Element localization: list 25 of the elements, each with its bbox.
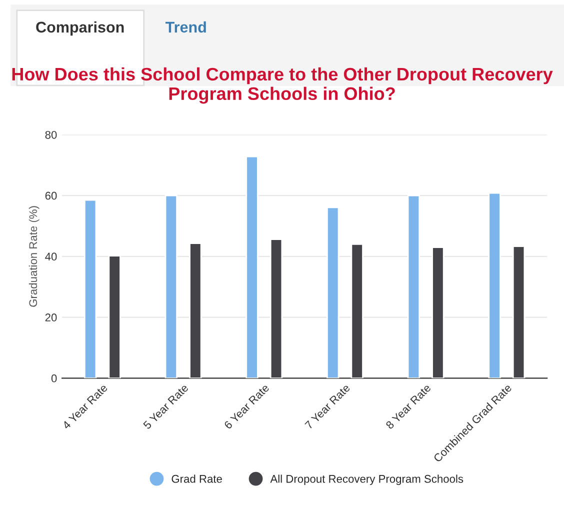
bar — [512, 246, 526, 378]
bar — [164, 194, 178, 378]
bar — [270, 238, 283, 378]
text: Trend — [165, 21, 206, 33]
chart-title: How Does this School Compare to the Other Dropout Recovery Program Schools in Ohio? — [12, 67, 553, 104]
bar — [488, 192, 501, 378]
legend-label: Grad Rate — [172, 474, 222, 483]
bar — [108, 255, 121, 378]
x-tick-label: 4 Year Rate — [62, 384, 108, 430]
y-tick-label: 60 — [45, 192, 57, 200]
y-tick-label: 20 — [45, 314, 57, 322]
bar — [246, 156, 258, 378]
y-axis-title: Graduation Rate (%) — [28, 206, 40, 307]
bar — [350, 244, 364, 378]
bar — [407, 194, 420, 378]
bar — [189, 242, 202, 378]
y-tick-label: 40 — [45, 252, 57, 261]
bar — [84, 199, 97, 378]
x-tick-label: 7 Year Rate — [304, 384, 350, 430]
legend-label: All Dropout Recovery Program Schools — [270, 474, 464, 485]
text: Comparison — [36, 21, 124, 36]
y-tick-label: 0 — [51, 374, 57, 382]
y-tick-label: 80 — [45, 130, 57, 139]
bar — [326, 206, 340, 378]
bar — [432, 246, 444, 378]
